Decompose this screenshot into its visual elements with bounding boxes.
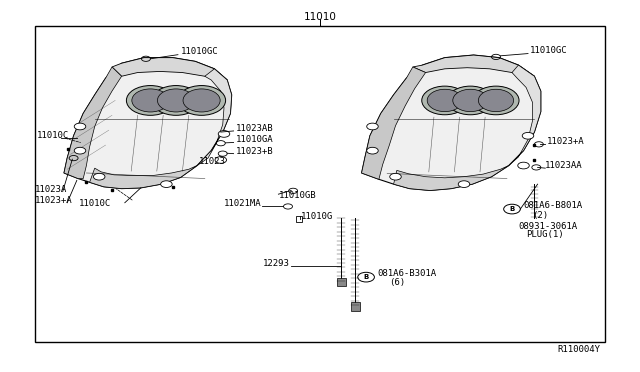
Ellipse shape: [479, 89, 514, 112]
Text: B: B: [509, 206, 515, 212]
Circle shape: [93, 173, 105, 180]
Polygon shape: [64, 67, 122, 179]
Text: 11010GA: 11010GA: [236, 135, 273, 144]
Polygon shape: [197, 69, 232, 166]
Ellipse shape: [422, 86, 468, 115]
Circle shape: [74, 123, 86, 130]
Text: 11010GC: 11010GC: [180, 46, 218, 55]
Text: 11023+B: 11023+B: [236, 147, 273, 155]
Text: 11023AB: 11023AB: [236, 124, 273, 133]
Polygon shape: [362, 67, 426, 179]
Polygon shape: [90, 166, 197, 189]
Text: 11023AA: 11023AA: [545, 161, 583, 170]
Ellipse shape: [473, 86, 519, 115]
Polygon shape: [64, 58, 232, 189]
Ellipse shape: [152, 86, 200, 115]
Text: 11010: 11010: [303, 12, 337, 22]
Text: 11021MA: 11021MA: [223, 199, 261, 208]
Text: 11023: 11023: [198, 157, 225, 166]
Bar: [351, 302, 360, 311]
Text: 081A6-B301A: 081A6-B301A: [378, 269, 436, 278]
Polygon shape: [394, 166, 509, 190]
Text: 11010GB: 11010GB: [278, 191, 316, 200]
Ellipse shape: [126, 86, 174, 115]
Text: 11010C: 11010C: [37, 131, 69, 140]
Polygon shape: [362, 55, 541, 190]
Text: 081A6-B801A: 081A6-B801A: [523, 201, 582, 210]
Ellipse shape: [178, 86, 226, 115]
Ellipse shape: [428, 89, 462, 112]
Circle shape: [367, 123, 378, 130]
Text: 11010C: 11010C: [79, 199, 111, 208]
Circle shape: [218, 131, 230, 137]
Text: (6): (6): [389, 278, 405, 287]
Bar: [296, 216, 302, 222]
Ellipse shape: [132, 89, 169, 112]
Polygon shape: [509, 65, 541, 166]
Circle shape: [390, 173, 401, 180]
Circle shape: [458, 181, 470, 187]
Circle shape: [215, 157, 227, 163]
Circle shape: [161, 181, 172, 187]
Text: R110004Y: R110004Y: [557, 345, 600, 354]
Circle shape: [518, 162, 529, 169]
Ellipse shape: [157, 89, 195, 112]
Polygon shape: [413, 55, 534, 76]
Text: (2): (2): [532, 211, 548, 219]
Ellipse shape: [447, 86, 493, 115]
Text: 12293: 12293: [262, 259, 289, 268]
Text: 11010G: 11010G: [301, 212, 333, 221]
Bar: [35, 26, 605, 342]
Text: PLUG(1): PLUG(1): [526, 230, 564, 239]
Circle shape: [74, 147, 86, 154]
Text: 11023+A: 11023+A: [547, 137, 585, 146]
Text: B: B: [364, 274, 369, 280]
Circle shape: [522, 132, 534, 139]
Circle shape: [367, 147, 378, 154]
Text: 11010GC: 11010GC: [530, 46, 568, 55]
Text: 11023A: 11023A: [35, 185, 67, 193]
Ellipse shape: [183, 89, 220, 112]
Ellipse shape: [453, 89, 488, 112]
Polygon shape: [112, 58, 227, 80]
Text: 11023+A: 11023+A: [35, 196, 73, 205]
Text: 08931-3061A: 08931-3061A: [518, 222, 577, 231]
Bar: [337, 278, 346, 286]
